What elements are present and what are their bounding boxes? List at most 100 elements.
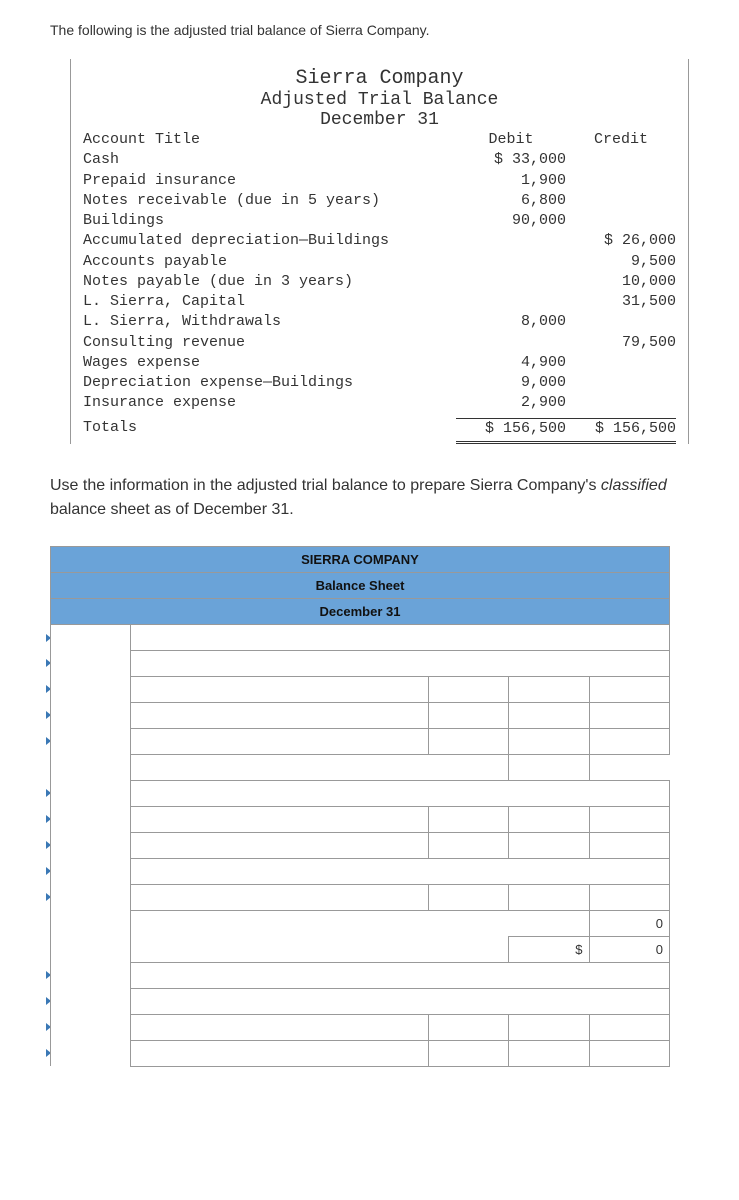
bs-cell[interactable] [509, 1014, 589, 1040]
bs-cell[interactable] [131, 728, 428, 754]
bs-cell[interactable] [589, 728, 669, 754]
tb-debit: 6,800 [456, 191, 566, 211]
tb-row: Consulting revenue79,500 [71, 333, 688, 353]
bs-input-full[interactable] [131, 858, 670, 884]
bs-cell[interactable] [428, 754, 508, 780]
bs-cell[interactable] [131, 1040, 428, 1066]
tb-account: Prepaid insurance [83, 171, 456, 191]
bs-cell[interactable] [428, 832, 508, 858]
bs-cell[interactable] [131, 884, 428, 910]
bs-cell[interactable] [589, 676, 669, 702]
bs-cell[interactable] [589, 702, 669, 728]
bs-cell[interactable] [131, 676, 428, 702]
row-marker [51, 832, 131, 858]
bs-cell[interactable] [428, 936, 508, 962]
row-marker [51, 806, 131, 832]
bs-input-full[interactable] [131, 624, 670, 650]
bs-row [51, 754, 670, 780]
bs-cell[interactable] [509, 702, 589, 728]
bs-row [51, 806, 670, 832]
tb-credit [566, 373, 676, 393]
bs-cell[interactable] [428, 1040, 508, 1066]
tb-totals-label: Totals [83, 418, 456, 444]
bs-cell[interactable] [131, 832, 428, 858]
bs-cell[interactable] [509, 676, 589, 702]
bs-input-full[interactable] [131, 650, 670, 676]
bs-cell[interactable] [589, 806, 669, 832]
bs-cell[interactable] [589, 1014, 669, 1040]
tb-credit [566, 312, 676, 332]
row-marker [51, 884, 131, 910]
bs-cell[interactable] [131, 754, 428, 780]
bs-cell[interactable]: 0 [589, 910, 669, 936]
bs-cell[interactable] [428, 676, 508, 702]
tb-debit [456, 231, 566, 251]
balance-sheet-table: SIERRA COMPANY Balance Sheet December 31… [50, 546, 670, 1067]
bs-row [51, 780, 670, 806]
tb-account: Insurance expense [83, 393, 456, 413]
tb-account: Cash [83, 150, 456, 170]
tb-row: L. Sierra, Capital31,500 [71, 292, 688, 312]
tb-account: Notes receivable (due in 5 years) [83, 191, 456, 211]
row-marker [51, 728, 131, 754]
bs-cell[interactable] [131, 806, 428, 832]
tb-row: Notes receivable (due in 5 years)6,800 [71, 191, 688, 211]
bs-row [51, 962, 670, 988]
bs-cell[interactable] [589, 754, 669, 780]
bs-cell[interactable] [428, 884, 508, 910]
bs-cell[interactable] [428, 806, 508, 832]
bs-input-full[interactable] [131, 780, 670, 806]
bs-row [51, 676, 670, 702]
bs-cell[interactable] [509, 1040, 589, 1066]
tb-row: Accumulated depreciation—Buildings$ 26,0… [71, 231, 688, 251]
tb-account: Wages expense [83, 353, 456, 373]
bs-cell[interactable] [131, 702, 428, 728]
bs-input-full[interactable] [131, 962, 670, 988]
tb-title: Adjusted Trial Balance [71, 90, 688, 110]
tb-col-credit: Credit [566, 130, 676, 150]
instr-pre: Use the information in the adjusted tria… [50, 477, 601, 494]
bs-header-title: Balance Sheet [51, 572, 670, 598]
bs-cell[interactable] [509, 728, 589, 754]
row-marker [51, 676, 131, 702]
bs-cell[interactable] [509, 754, 589, 780]
bs-cell[interactable] [131, 936, 428, 962]
bs-cell[interactable] [131, 910, 428, 936]
bs-cell[interactable] [509, 806, 589, 832]
tb-row: Buildings90,000 [71, 211, 688, 231]
bs-row [51, 1040, 670, 1066]
bs-cell[interactable] [509, 884, 589, 910]
bs-cell[interactable] [131, 1014, 428, 1040]
bs-cell[interactable] [428, 1014, 508, 1040]
row-marker [51, 1040, 131, 1066]
row-marker [51, 858, 131, 884]
tb-row: Cash$ 33,000 [71, 150, 688, 170]
tb-totals-debit: $ 156,500 [456, 418, 566, 444]
row-marker [51, 910, 131, 936]
tb-debit [456, 252, 566, 272]
bs-cell[interactable] [589, 884, 669, 910]
bs-cell[interactable]: $ [509, 936, 589, 962]
bs-cell[interactable] [509, 832, 589, 858]
tb-row: Prepaid insurance1,900 [71, 171, 688, 191]
intro-text: The following is the adjusted trial bala… [50, 20, 689, 41]
tb-account: Notes payable (due in 3 years) [83, 272, 456, 292]
bs-row [51, 624, 670, 650]
tb-credit [566, 150, 676, 170]
bs-cell[interactable] [428, 728, 508, 754]
bs-cell[interactable] [589, 1040, 669, 1066]
bs-cell[interactable] [589, 832, 669, 858]
tb-debit: 2,900 [456, 393, 566, 413]
bs-cell[interactable] [428, 910, 508, 936]
bs-cell[interactable] [428, 702, 508, 728]
tb-credit [566, 393, 676, 413]
bs-cell[interactable] [509, 910, 589, 936]
bs-row [51, 988, 670, 1014]
tb-debit: $ 33,000 [456, 150, 566, 170]
row-marker [51, 1014, 131, 1040]
tb-credit [566, 353, 676, 373]
bs-cell[interactable]: 0 [589, 936, 669, 962]
bs-input-full[interactable] [131, 988, 670, 1014]
tb-row: Wages expense4,900 [71, 353, 688, 373]
tb-debit: 90,000 [456, 211, 566, 231]
